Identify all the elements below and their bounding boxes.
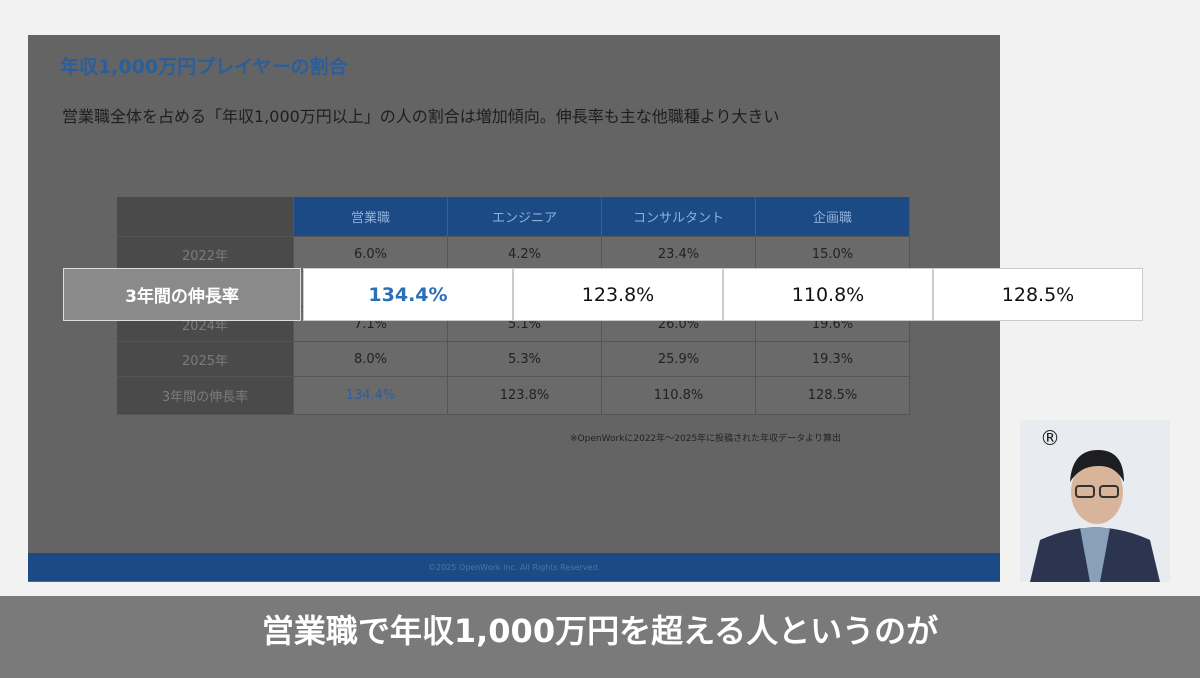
header-corner [117,197,294,237]
hair [1070,450,1124,482]
table-cell: 123.8% [448,377,602,415]
table-cell: 8.0% [294,342,448,377]
column-header: エンジニア [448,197,602,237]
table-cell: 23.4% [602,237,756,272]
row-label: 3年間の伸長率 [117,377,294,415]
glasses-left [1075,485,1095,498]
highlight-value: 110.8% [723,268,933,321]
face [1071,460,1123,524]
highlight-label: 3年間の伸長率 [63,268,301,321]
table-cell: 134.4% [294,377,448,415]
source-note: ※OpenWorkに2022年～2025年に投稿された年収データより算出 [570,434,841,444]
row-label: 2022年 [117,237,294,272]
table-cell: 25.9% [602,342,756,377]
table-cell: 15.0% [756,237,910,272]
column-header: コンサルタント [602,197,756,237]
slide-subtitle: 営業職全体を占める「年収1,000万円以上」の人の割合は増加傾向。伸長率も主な他… [62,107,780,126]
highlight-value: 123.8% [513,268,723,321]
column-header: 企画職 [756,197,910,237]
shirt [1080,528,1110,582]
highlight-value: 134.4% [303,268,513,321]
table-cell: 6.0% [294,237,448,272]
table-cell: 4.2% [448,237,602,272]
table-cell: 128.5% [756,377,910,415]
row-label: 2025年 [117,342,294,377]
slide-title: 年収1,000万円プレイヤーの割合 [60,56,348,78]
slide-footer: ©2025 OpenWork Inc. All Rights Reserved. [28,553,1000,581]
caption-band [0,596,1200,678]
caption: 営業職で年収1,000万円を超える人というのが [261,612,939,650]
registered-mark: ® [1040,426,1060,450]
speaker-figure [1020,420,1170,582]
highlight-value: 128.5% [933,268,1143,321]
speaker-video [1020,420,1170,582]
table-cell: 19.3% [756,342,910,377]
table-cell: 5.3% [448,342,602,377]
table-cell: 110.8% [602,377,756,415]
column-header: 営業職 [294,197,448,237]
glasses-right [1099,485,1119,498]
